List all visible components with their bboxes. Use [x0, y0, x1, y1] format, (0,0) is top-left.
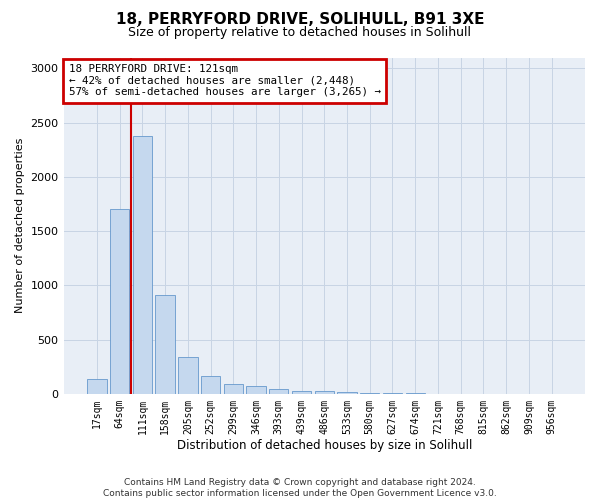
- Bar: [178, 357, 197, 394]
- Bar: [87, 378, 107, 394]
- X-axis label: Distribution of detached houses by size in Solihull: Distribution of detached houses by size …: [176, 440, 472, 452]
- Y-axis label: Number of detached properties: Number of detached properties: [15, 138, 25, 314]
- Bar: [201, 376, 220, 394]
- Bar: [247, 386, 266, 394]
- Text: 18, PERRYFORD DRIVE, SOLIHULL, B91 3XE: 18, PERRYFORD DRIVE, SOLIHULL, B91 3XE: [116, 12, 484, 26]
- Bar: [292, 390, 311, 394]
- Bar: [383, 393, 402, 394]
- Bar: [337, 392, 356, 394]
- Bar: [360, 392, 379, 394]
- Bar: [110, 210, 130, 394]
- Text: Contains HM Land Registry data © Crown copyright and database right 2024.
Contai: Contains HM Land Registry data © Crown c…: [103, 478, 497, 498]
- Bar: [155, 295, 175, 394]
- Bar: [133, 136, 152, 394]
- Bar: [314, 391, 334, 394]
- Bar: [224, 384, 243, 394]
- Text: 18 PERRYFORD DRIVE: 121sqm
← 42% of detached houses are smaller (2,448)
57% of s: 18 PERRYFORD DRIVE: 121sqm ← 42% of deta…: [69, 64, 381, 98]
- Bar: [269, 388, 289, 394]
- Text: Size of property relative to detached houses in Solihull: Size of property relative to detached ho…: [128, 26, 472, 39]
